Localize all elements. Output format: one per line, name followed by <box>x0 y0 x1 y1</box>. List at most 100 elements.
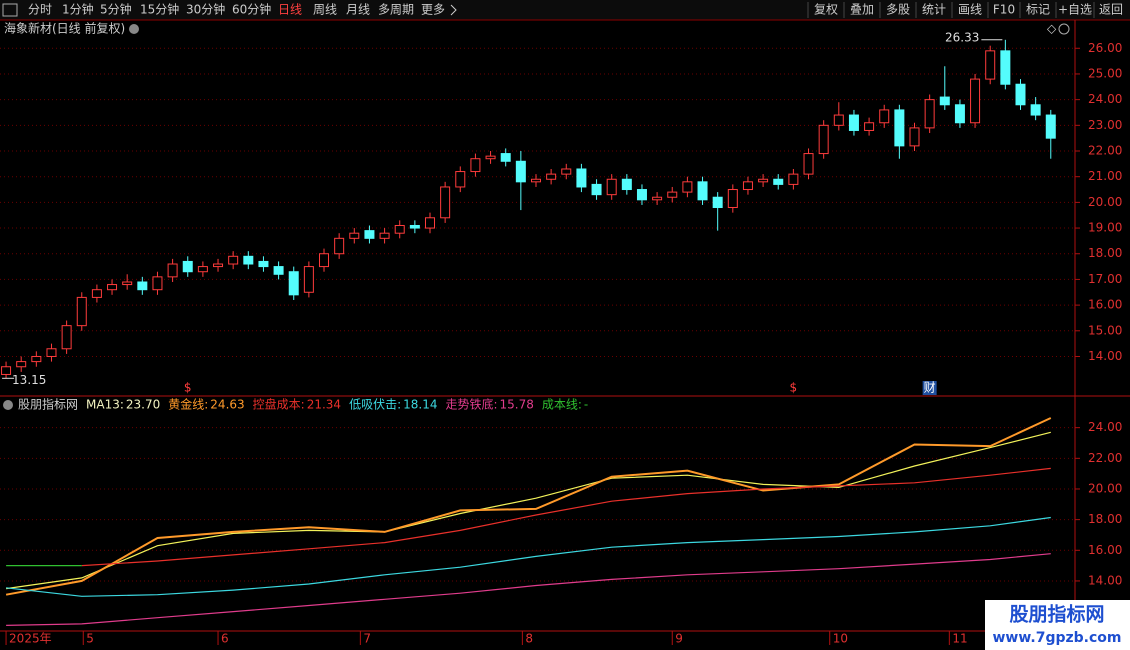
candle-body <box>364 230 375 239</box>
candle-body <box>485 155 496 160</box>
x-tick-label: 6 <box>221 632 229 646</box>
x-tick-label: 7 <box>363 632 371 646</box>
toolbar-tab[interactable]: 60分钟 <box>232 2 271 17</box>
candle-body <box>667 191 678 198</box>
y-tick-label: 14.00 <box>1088 573 1122 587</box>
candle-body <box>31 355 42 363</box>
candle-body <box>954 104 965 124</box>
legend-value: 21.34 <box>307 398 341 412</box>
candle-body <box>1015 83 1026 106</box>
candle-body <box>61 325 72 350</box>
candle-body <box>107 284 118 291</box>
toolbar-button[interactable]: +自选 <box>1058 3 1092 17</box>
candle-body <box>818 124 829 155</box>
candle-body <box>591 183 602 196</box>
toolbar-tab[interactable]: 更多 <box>421 3 445 17</box>
diamond-icon[interactable]: ◇ <box>1047 22 1057 36</box>
toolbar-tab[interactable]: 多周期 <box>378 3 414 17</box>
candle-body <box>1 366 12 375</box>
event-marker[interactable]: $ <box>184 381 192 395</box>
candle-body <box>425 217 435 229</box>
annotation: 13.15 <box>12 373 46 387</box>
y-tick-label: 18.00 <box>1088 512 1122 526</box>
candle-body <box>576 168 587 188</box>
y-tick-label: 16.00 <box>1088 298 1122 312</box>
toolbar-tab[interactable]: 15分钟 <box>140 2 179 17</box>
candle-body <box>985 50 996 80</box>
indicator-dropdown[interactable] <box>3 400 13 410</box>
candle-body <box>137 281 148 291</box>
toolbar-button[interactable]: 复权 <box>814 3 838 17</box>
legend-name: 走势铁底: <box>445 397 497 412</box>
candle-body <box>894 109 905 147</box>
legend-value: 23.70 <box>126 398 160 412</box>
menu-icon[interactable] <box>2 3 18 17</box>
candle-body <box>273 266 284 275</box>
candle-body <box>500 153 511 162</box>
legend-name: 控盘成本: <box>253 397 305 412</box>
toolbar-tab[interactable]: 分时 <box>28 3 52 17</box>
watermark-url: www.7gpzb.com <box>992 630 1121 646</box>
toolbar-tab[interactable]: 5分钟 <box>100 2 132 17</box>
candle-body <box>16 361 27 368</box>
annotation: 26.33 <box>945 30 979 44</box>
candle-body <box>152 276 163 291</box>
candle-body <box>848 114 859 131</box>
candle-body <box>1030 104 1041 116</box>
chart-title: 海象新材(日线 前复权) <box>4 21 125 36</box>
toolbar-tab[interactable]: 周线 <box>313 3 337 17</box>
candle-body <box>833 114 844 126</box>
toolbar-button[interactable]: 叠加 <box>850 3 874 17</box>
more-chevron[interactable] <box>450 4 457 16</box>
indicator-title[interactable]: 股朋指标网 <box>18 397 78 412</box>
toolbar-button[interactable]: 画线 <box>958 3 982 17</box>
toolbar-button[interactable]: 统计 <box>922 3 946 17</box>
add-icon[interactable] <box>1058 23 1070 35</box>
x-tick-label: 2025年 <box>9 632 52 646</box>
candle-body <box>561 168 572 175</box>
candle-body <box>606 178 617 196</box>
candle-body <box>773 178 784 185</box>
indicator-line <box>6 431 1051 590</box>
x-tick-label: 8 <box>525 632 533 646</box>
candle-body <box>924 99 935 129</box>
candle-body <box>742 181 753 191</box>
toolbar-tab[interactable]: 1分钟 <box>62 2 94 17</box>
candle-body <box>379 232 390 239</box>
candle-body <box>197 266 208 273</box>
legend-name: 成本线: <box>542 398 582 412</box>
toolbar-button[interactable]: 多股 <box>886 3 910 17</box>
candle-body <box>939 96 950 106</box>
legend-name: 低吸伏击: <box>349 398 401 412</box>
event-marker[interactable]: $ <box>790 381 798 395</box>
title-dropdown[interactable] <box>129 24 139 34</box>
y-tick-label: 16.00 <box>1088 543 1122 557</box>
toolbar-button[interactable]: 标记 <box>1026 3 1050 17</box>
candle-body <box>546 173 557 180</box>
y-tick-label: 25.00 <box>1088 66 1122 80</box>
candle-body <box>91 289 102 298</box>
toolbar-tab[interactable]: 日线 <box>278 3 302 17</box>
candle-body <box>455 171 466 188</box>
candle-body <box>1045 114 1056 139</box>
toolbar-button[interactable]: 返回 <box>1099 3 1123 17</box>
y-tick-label: 22.00 <box>1088 451 1122 465</box>
candle-body <box>803 153 814 175</box>
toolbar-button[interactable]: F10 <box>993 3 1015 17</box>
toolbar-tab[interactable]: 30分钟 <box>186 2 225 17</box>
legend-value: 24.63 <box>210 398 244 412</box>
indicator-line <box>81 467 1051 567</box>
x-tick-label: 11 <box>952 632 967 646</box>
legend-value: 18.14 <box>403 398 437 412</box>
candle-body <box>319 253 330 268</box>
event-marker[interactable]: 财 <box>924 381 936 395</box>
candle-body <box>243 255 254 265</box>
candle-body <box>409 224 420 229</box>
candle-body <box>530 178 541 183</box>
candle-body <box>712 196 723 209</box>
candle-body <box>682 181 693 193</box>
candle-body <box>636 189 647 201</box>
toolbar-tab[interactable]: 月线 <box>346 3 370 17</box>
y-tick-label: 19.00 <box>1088 221 1122 235</box>
